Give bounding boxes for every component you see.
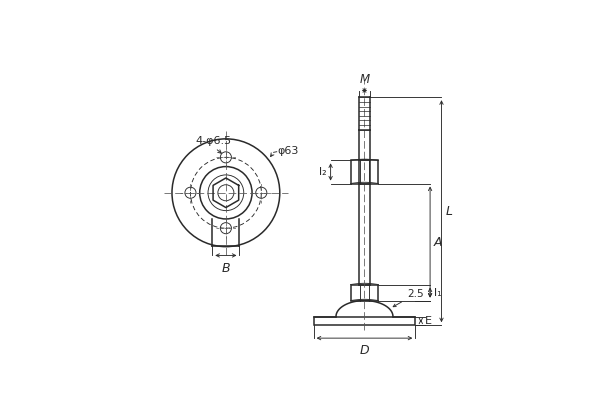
Text: D: D [359, 344, 369, 357]
Bar [314, 316, 415, 325]
Text: φ63: φ63 [277, 146, 299, 156]
Text: B: B [221, 262, 230, 274]
Bar [350, 284, 379, 300]
Text: 4-φ6.5: 4-φ6.5 [196, 136, 232, 146]
Text: l₁: l₁ [434, 288, 442, 298]
Text: A: A [434, 236, 443, 248]
Text: L: L [445, 205, 452, 218]
Bar [350, 160, 379, 184]
Text: l₂: l₂ [319, 167, 327, 177]
Text: E: E [425, 316, 432, 326]
Text: 2.5: 2.5 [393, 289, 424, 307]
Text: M: M [359, 72, 370, 86]
